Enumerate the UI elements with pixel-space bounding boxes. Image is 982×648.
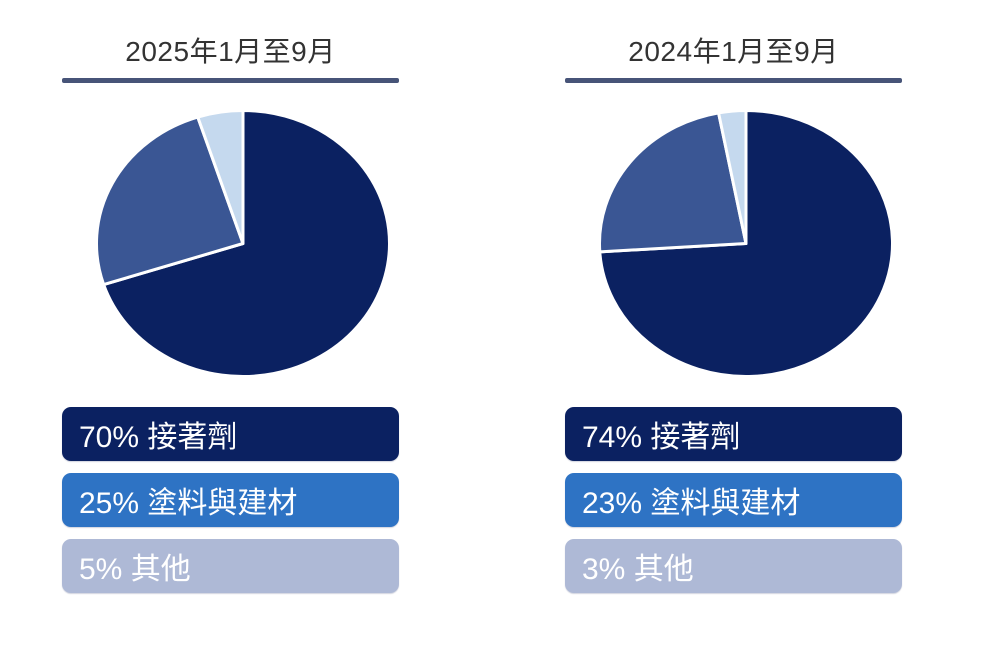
legend-item-coatings-building-materials: 23% 塗料與建材 [565,473,902,527]
chart-column-2024: 2024年1月至9月 74% 接著劑 23% 塗料與建材 3% 其他 [565,34,902,593]
legend-item-others: 3% 其他 [565,539,902,593]
legend-2024: 74% 接著劑 23% 塗料與建材 3% 其他 [565,407,902,593]
chart-title-2024: 2024年1月至9月 [628,36,839,67]
pie-wrap-2025 [74,107,411,380]
pie-chart-2025 [94,109,391,378]
pie-slice-0 [101,109,391,378]
pie-chart-2024 [597,109,894,378]
title-underline [62,78,399,83]
legend-item-adhesives: 70% 接著劑 [62,407,399,461]
legend-item-others: 5% 其他 [62,539,399,593]
pie-wrap-2024 [577,107,914,380]
legend-item-coatings-building-materials: 25% 塗料與建材 [62,473,399,527]
title-underline [565,78,902,83]
chart-title-2025: 2025年1月至9月 [125,36,336,67]
pie-slice-1 [94,115,244,287]
pie-slice-2 [716,109,747,245]
chart-column-2025: 2025年1月至9月 70% 接著劑 25% 塗料與建材 5% 其他 [62,34,399,593]
pie-slice-1 [597,111,747,254]
legend-item-adhesives: 74% 接著劑 [565,407,902,461]
pie-slice-2 [195,109,244,245]
chart-columns: 2025年1月至9月 70% 接著劑 25% 塗料與建材 5% 其他 2024年… [62,34,902,593]
legend-2025: 70% 接著劑 25% 塗料與建材 5% 其他 [62,407,399,593]
